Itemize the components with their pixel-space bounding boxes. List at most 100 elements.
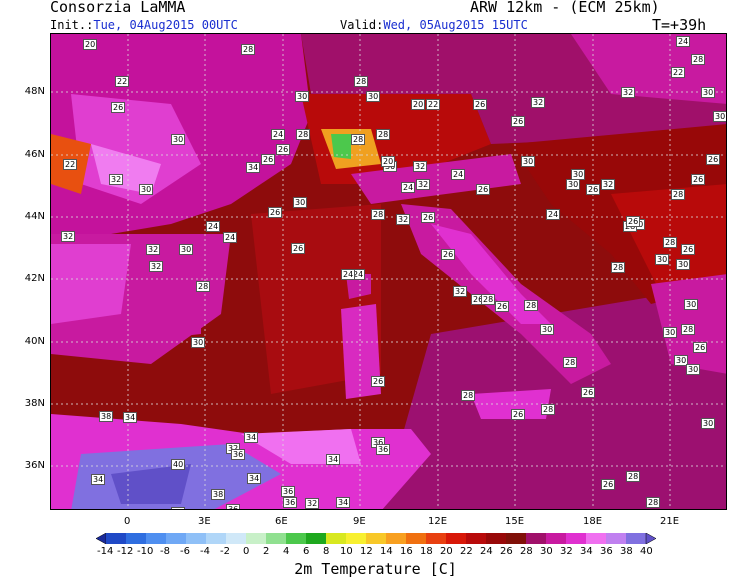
- colorbar-swatch: [126, 533, 147, 544]
- lon-label: 6E: [275, 516, 288, 527]
- station-temperature: 32: [149, 261, 164, 272]
- station-temperature: 22: [63, 159, 78, 170]
- colorbar-swatch: [466, 533, 487, 544]
- station-temperature: 32: [109, 174, 124, 185]
- station-temperature: 30: [295, 91, 310, 102]
- station-temperature: 28: [296, 129, 311, 140]
- station-temperature: 30: [686, 364, 701, 375]
- station-temperature: 28: [241, 44, 256, 55]
- station-temperature: 26: [495, 301, 510, 312]
- station-temperature: 28: [611, 262, 626, 273]
- colorbar-tick-label: 12: [360, 546, 373, 557]
- station-temperature: 30: [366, 91, 381, 102]
- colorbar-swatch: [106, 533, 127, 544]
- org-title: Consorzia LaMMA: [50, 0, 186, 16]
- lat-label: 48N: [24, 86, 45, 97]
- colorbar-tick-label: 30: [540, 546, 553, 557]
- colorbar-swatch: [546, 533, 567, 544]
- temperature-map: 20 28 24 28 22 28 22 32 30 26 30 30 20 26 32 30 26 28 22 28…: [50, 33, 727, 510]
- station-temperature: 22: [671, 67, 686, 78]
- colorbar-swatch: [626, 533, 647, 544]
- colorbar-swatch: [486, 533, 507, 544]
- corsica: [346, 274, 371, 299]
- colorbar-tick-label: 24: [480, 546, 493, 557]
- station-temperature: 28: [461, 390, 476, 401]
- station-temperature: 26: [476, 184, 491, 195]
- lon-label: 12E: [428, 516, 448, 527]
- station-temperature: 34: [336, 497, 351, 508]
- init-label: Init.:: [50, 18, 94, 32]
- station-temperature: 24: [546, 209, 561, 220]
- station-temperature: 34: [91, 474, 106, 485]
- lon-label: 15E: [505, 516, 525, 527]
- colorbar-tick-label: -4: [200, 546, 210, 557]
- station-temperature: 32: [531, 97, 546, 108]
- colorbar-tick-label: -2: [220, 546, 230, 557]
- station-temperature: 26: [261, 154, 276, 165]
- station-temperature: 24: [341, 269, 356, 280]
- station-temperature: 28: [626, 471, 641, 482]
- station-temperature: 26: [276, 144, 291, 155]
- station-temperature: 20: [83, 39, 98, 50]
- valid-value: Wed, 05Aug2015 15UTC: [383, 18, 528, 32]
- station-temperature: 24: [271, 129, 286, 140]
- station-temperature: 26: [371, 376, 386, 387]
- station-temperature: 36: [226, 504, 241, 509]
- station-temperature: 28: [524, 300, 539, 311]
- station-temperature: 30: [684, 299, 699, 310]
- station-temperature: 26: [511, 116, 526, 127]
- lat-label: 46N: [24, 149, 45, 160]
- colorbar-tick-label: 8: [323, 546, 330, 557]
- station-temperature: 28: [196, 281, 211, 292]
- station-temperature: 38: [99, 411, 114, 422]
- lat-label: 36N: [24, 460, 45, 471]
- station-temperature: 26: [693, 342, 708, 353]
- station-temperature: 24: [676, 36, 691, 47]
- map-field: [51, 34, 726, 509]
- colorbar-tick-label: 14: [380, 546, 393, 557]
- valid-line: Valid:Wed, 05Aug2015 15UTC: [340, 18, 528, 32]
- station-temperature: 30: [171, 134, 186, 145]
- station-temperature: 36: [376, 444, 391, 455]
- station-temperature: 30: [663, 327, 678, 338]
- colorbar-swatch: [346, 533, 367, 544]
- station-temperature: 26: [626, 216, 641, 227]
- station-temperature: 26: [706, 154, 721, 165]
- station-temperature: 30: [655, 254, 670, 265]
- station-temperature: 36: [231, 449, 246, 460]
- colorbar-tick-label: 20: [440, 546, 453, 557]
- station-temperature: 26: [291, 243, 306, 254]
- station-temperature: 30: [674, 355, 689, 366]
- init-value: Tue, 04Aug2015 00UTC: [93, 18, 238, 32]
- colorbar-swatch: [606, 533, 627, 544]
- colorbar-swatch: [506, 533, 527, 544]
- station-temperature: 26: [111, 102, 126, 113]
- station-temperature: 30: [676, 259, 691, 270]
- station-temperature: 34: [246, 162, 261, 173]
- colorbar-swatch: [206, 533, 227, 544]
- valid-label: Valid:: [340, 18, 384, 32]
- station-temperature: 24: [206, 221, 221, 232]
- station-temperature: 30: [139, 184, 154, 195]
- lon-label: 18E: [583, 516, 603, 527]
- colorbar-tick-label: 18: [420, 546, 433, 557]
- colorbar-swatch: [146, 533, 167, 544]
- station-temperature: 28: [663, 237, 678, 248]
- station-temperature: 36: [281, 486, 296, 497]
- lat-label: 38N: [24, 398, 45, 409]
- colorbar-tick-label: -12: [117, 546, 134, 557]
- colorbar-swatch: [186, 533, 207, 544]
- station-temperature: 24: [223, 232, 238, 243]
- station-temperature: 38: [211, 489, 226, 500]
- colorbar-tick-label: 0: [243, 546, 250, 557]
- colorbar-tick-label: 4: [283, 546, 290, 557]
- station-temperature: 36: [283, 497, 298, 508]
- station-temperature: 28: [351, 134, 366, 145]
- lat-label: 44N: [24, 211, 45, 222]
- colorbar-tick-label: 34: [580, 546, 593, 557]
- lon-label: 9E: [353, 516, 366, 527]
- station-temperature: 32: [305, 498, 320, 509]
- colorbar-swatch: [226, 533, 247, 544]
- station-temperature: 26: [586, 184, 601, 195]
- colorbar-swatch: [406, 533, 427, 544]
